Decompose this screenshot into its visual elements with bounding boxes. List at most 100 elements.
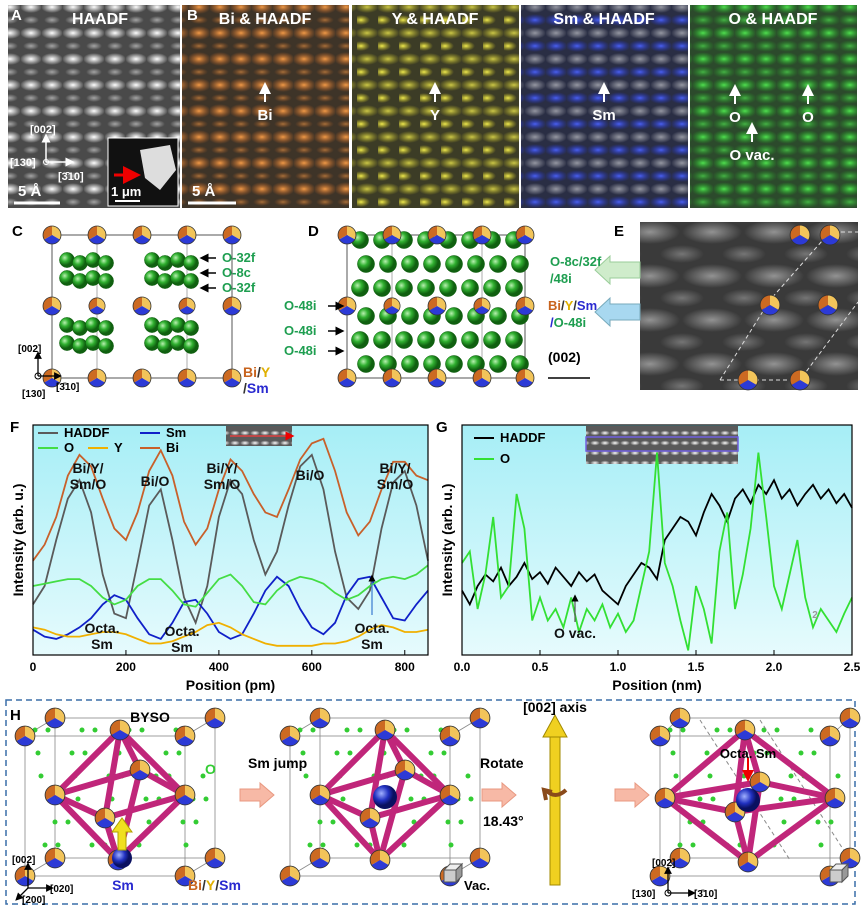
oxygen-dot <box>39 774 44 779</box>
sm-atom <box>736 788 760 812</box>
legend-label: Bi <box>166 440 179 455</box>
oxygen-sphere <box>85 252 100 267</box>
legend-label: Sm <box>166 425 186 440</box>
legend-text-part: Bi <box>188 877 202 893</box>
oxygen-sphere <box>59 317 74 332</box>
x-tick-label: 0.0 <box>454 660 471 674</box>
oxygen-sphere <box>467 255 484 272</box>
oxygen-dot <box>466 774 471 779</box>
atom <box>818 295 838 315</box>
image-title: HAADF <box>72 11 128 28</box>
oxygen-sphere <box>98 273 113 288</box>
atom <box>45 708 65 728</box>
step-label: Sm jump <box>248 755 307 771</box>
oxygen-dot <box>449 843 454 848</box>
direction-label: [200] <box>22 895 45 906</box>
site-label-part: O-48i <box>554 315 587 330</box>
legend-text-part: Sm <box>247 380 269 396</box>
oxygen-dot <box>405 728 410 733</box>
atom <box>790 370 810 390</box>
oxygen-dot <box>355 843 360 848</box>
atom <box>45 785 65 805</box>
oxygen-label: O <box>205 761 216 777</box>
line <box>385 730 450 795</box>
plane-label: (002) <box>548 349 581 365</box>
annotation: Octa. <box>354 620 389 636</box>
oxygen-sphere <box>351 279 368 296</box>
atom <box>516 369 534 387</box>
atom <box>516 297 534 315</box>
x-axis-label: Position (nm) <box>612 677 701 693</box>
oxygen-dot <box>46 728 51 733</box>
oxygen-dot <box>321 843 326 848</box>
oxygen-dot <box>93 728 98 733</box>
oxygen-sphere <box>144 270 159 285</box>
atom <box>670 708 690 728</box>
x-tick-label: 400 <box>209 660 229 674</box>
oxygen-dot <box>76 797 81 802</box>
oxygen-sphere <box>445 355 462 372</box>
oxygen-dot <box>775 728 780 733</box>
atom-label: Sm <box>592 107 615 124</box>
annotation: O vac. <box>554 625 596 641</box>
oxygen-dot <box>409 797 414 802</box>
atom <box>825 788 845 808</box>
legend-text: /Sm <box>243 380 269 396</box>
oxygen-dot <box>345 728 350 733</box>
annotation: Bi/Y/ <box>206 460 237 476</box>
atom <box>310 785 330 805</box>
oxygen-dot <box>705 751 710 756</box>
site-label: /O-48i <box>550 315 586 330</box>
direction-label: [130] <box>22 389 45 400</box>
oxygen-dot <box>799 751 804 756</box>
oxygen-dot <box>177 751 182 756</box>
atom <box>760 295 780 315</box>
panel-letter: D <box>308 223 319 240</box>
panel-letter: C <box>12 223 23 240</box>
oxygen-sphere <box>423 255 440 272</box>
oxygen-sphere <box>401 255 418 272</box>
oxygen-dot <box>184 843 189 848</box>
oxygen-dot <box>711 797 716 802</box>
atom <box>45 848 65 868</box>
atom <box>310 708 330 728</box>
oxygen-sphere <box>170 317 185 332</box>
atom <box>338 369 356 387</box>
oxygen-dot <box>164 751 169 756</box>
atom <box>383 226 401 244</box>
panel-letter: E <box>614 223 624 240</box>
panel-letter: G <box>436 419 448 436</box>
figure: AHAADF1 μm5 Å[002][130][3̄10]Bi & HAADFY… <box>0 0 862 910</box>
vacancy-cube <box>444 870 456 882</box>
atom <box>178 369 196 387</box>
oxygen-sphere <box>85 270 100 285</box>
oxygen-dot <box>348 751 353 756</box>
site-label-part: Y <box>565 298 574 313</box>
oxygen-sphere <box>183 320 198 335</box>
inset-image <box>586 426 738 464</box>
atom <box>280 726 300 746</box>
oxygen-sphere <box>98 338 113 353</box>
oxygen-dot <box>194 820 199 825</box>
oxygen-dot <box>335 751 340 756</box>
oxygen-dot <box>715 728 720 733</box>
oxygen-dot <box>308 843 313 848</box>
oxygen-dot <box>469 797 474 802</box>
legend-label: Y <box>114 440 123 455</box>
oxygen-sphere <box>72 320 87 335</box>
oxygen-dot <box>358 728 363 733</box>
oxygen-sphere <box>445 307 462 324</box>
direction-label: [002] <box>30 124 56 136</box>
scale-bar: 5 Å <box>192 183 216 200</box>
oxygen-dot <box>70 751 75 756</box>
atom <box>473 226 491 244</box>
atom <box>440 726 460 746</box>
axis-label: [002] axis <box>523 699 587 715</box>
atom <box>133 297 151 315</box>
oxygen-dot <box>836 774 841 779</box>
atom <box>820 726 840 746</box>
x-tick-label: 600 <box>302 660 322 674</box>
legend-label: O <box>64 440 74 455</box>
panel-letter: H <box>10 707 21 724</box>
atom <box>428 297 446 315</box>
